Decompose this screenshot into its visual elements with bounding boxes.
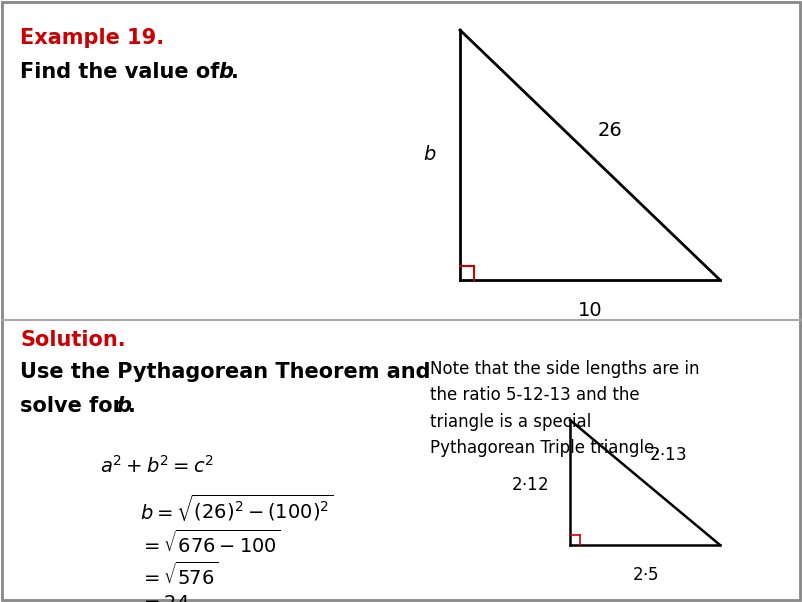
Text: Use the Pythagorean Theorem and: Use the Pythagorean Theorem and xyxy=(20,362,431,382)
Text: b: b xyxy=(116,396,131,416)
Text: Example 19.: Example 19. xyxy=(20,28,164,48)
Text: $b$: $b$ xyxy=(423,146,437,164)
Text: $= 24$: $= 24$ xyxy=(140,594,189,602)
Text: $b = \sqrt{(26)^2 - (100)^2}$: $b = \sqrt{(26)^2 - (100)^2}$ xyxy=(140,493,334,523)
Text: b: b xyxy=(218,62,233,82)
Text: .: . xyxy=(231,62,239,82)
Text: Note that the side lengths are in
the ratio 5-12-13 and the
triangle is a specia: Note that the side lengths are in the ra… xyxy=(430,360,699,457)
Text: Solution.: Solution. xyxy=(20,330,126,350)
Text: $a^2 + b^2 = c^2$: $a^2 + b^2 = c^2$ xyxy=(100,455,214,477)
Text: $2{\cdot}13$: $2{\cdot}13$ xyxy=(649,446,687,464)
Text: 26: 26 xyxy=(597,120,622,140)
Text: $2{\cdot}5$: $2{\cdot}5$ xyxy=(631,566,658,584)
Text: $= \sqrt{576}$: $= \sqrt{576}$ xyxy=(140,562,218,589)
Text: $= \sqrt{676 - 100}$: $= \sqrt{676 - 100}$ xyxy=(140,530,281,557)
Text: Find the value of: Find the value of xyxy=(20,62,227,82)
Text: $2{\cdot}12$: $2{\cdot}12$ xyxy=(512,476,549,494)
Text: .: . xyxy=(128,396,136,416)
Text: solve for: solve for xyxy=(20,396,130,416)
Text: 10: 10 xyxy=(577,300,602,320)
